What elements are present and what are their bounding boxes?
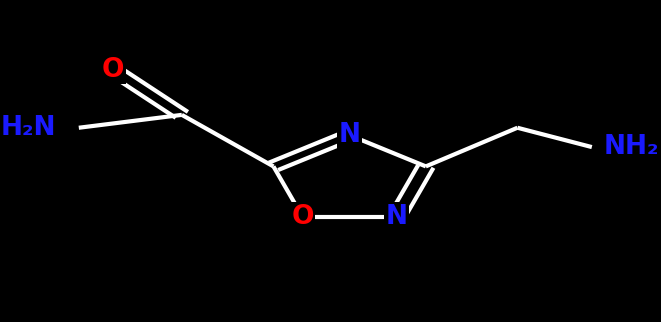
Text: H₂N: H₂N: [1, 115, 56, 141]
Text: O: O: [102, 57, 124, 83]
Text: O: O: [292, 204, 314, 230]
Text: N: N: [338, 122, 361, 148]
Text: NH₂: NH₂: [603, 134, 659, 160]
Text: N: N: [386, 204, 408, 230]
